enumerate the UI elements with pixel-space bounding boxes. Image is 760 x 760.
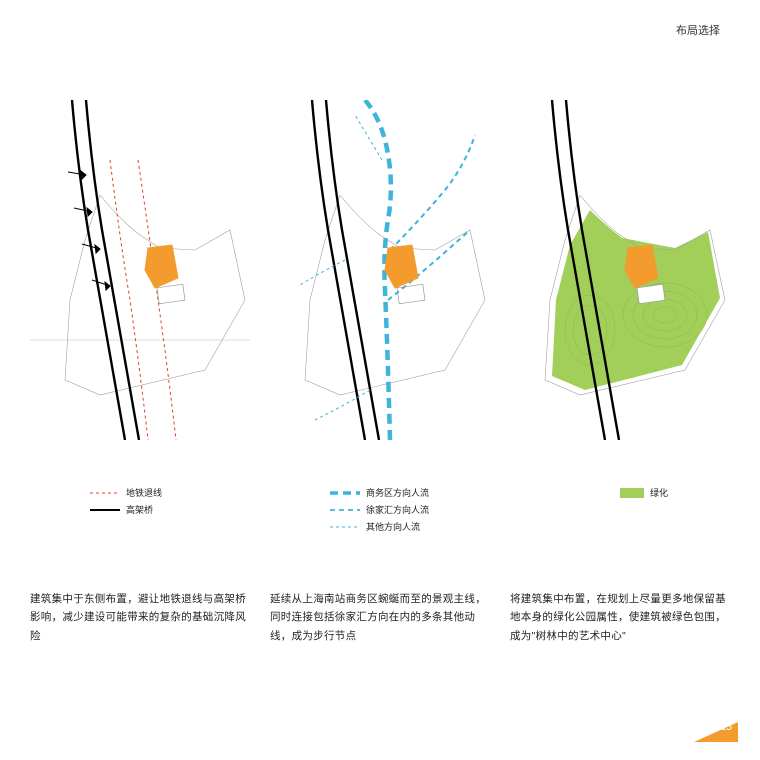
legend-item: 绿化 (620, 485, 668, 501)
page-section-title: 布局选择 (676, 22, 720, 38)
site-outline (65, 195, 245, 395)
caption-middle: 延续从上海南站商务区蜿蜒而至的景观主线，同时连接包括徐家汇方向在内的多条其他动线… (270, 590, 490, 645)
legend-label: 绿化 (650, 485, 668, 501)
panel-left: 地铁退线 高架桥 建筑集中于东侧布置，避让地铁退线与高架桥影响，减少建设可能带来… (30, 100, 250, 440)
legend-right: 绿化 (620, 485, 668, 502)
flow-other (300, 260, 345, 285)
diagram-panels: 地铁退线 高架桥 建筑集中于东侧布置，避让地铁退线与高架桥影响，减少建设可能带来… (30, 100, 730, 440)
legend-item: 商务区方向人流 (330, 485, 429, 501)
metro-setback-lines (110, 160, 176, 440)
diagram-middle (270, 100, 490, 440)
elevated-road (72, 100, 139, 440)
adjacent-structure (637, 284, 665, 303)
panel-right: 绿化 将建筑集中布置，在规划上尽量更多地保留基地本身的绿化公园属性，使建筑被绿色… (510, 100, 730, 440)
legend-label: 商务区方向人流 (366, 485, 429, 501)
legend-label: 徐家汇方向人流 (366, 502, 429, 518)
flow-xujiahui (390, 135, 475, 250)
legend-item: 高架桥 (90, 502, 162, 518)
page-number: 15 (721, 722, 732, 733)
building-footprint (385, 245, 418, 288)
diagram-right (510, 100, 730, 440)
page-number-marker: 15 (694, 718, 738, 742)
diagram-left (30, 100, 250, 440)
legend-label: 地铁退线 (126, 485, 162, 501)
panel-middle: 商务区方向人流 徐家汇方向人流 其他方向人流 延续从上海南站商务区蜿蜒而至的景观… (270, 100, 490, 440)
legend-item: 徐家汇方向人流 (330, 502, 429, 518)
building-footprint (145, 245, 178, 288)
legend-label: 其他方向人流 (366, 519, 420, 535)
elevated-road (312, 100, 379, 440)
legend-middle: 商务区方向人流 徐家汇方向人流 其他方向人流 (330, 485, 429, 537)
legend-item: 地铁退线 (90, 485, 162, 501)
adjacent-structure (397, 284, 425, 303)
adjacent-structure (157, 284, 185, 303)
legend-item: 其他方向人流 (330, 519, 429, 535)
legend-left: 地铁退线 高架桥 (90, 485, 162, 519)
legend-label: 高架桥 (126, 502, 153, 518)
caption-right: 将建筑集中布置，在规划上尽量更多地保留基地本身的绿化公园属性，使建筑被绿色包围，… (510, 590, 730, 645)
caption-left: 建筑集中于东侧布置，避让地铁退线与高架桥影响，减少建设可能带来的复杂的基础沉降风… (30, 590, 250, 645)
site-outline (305, 195, 485, 395)
